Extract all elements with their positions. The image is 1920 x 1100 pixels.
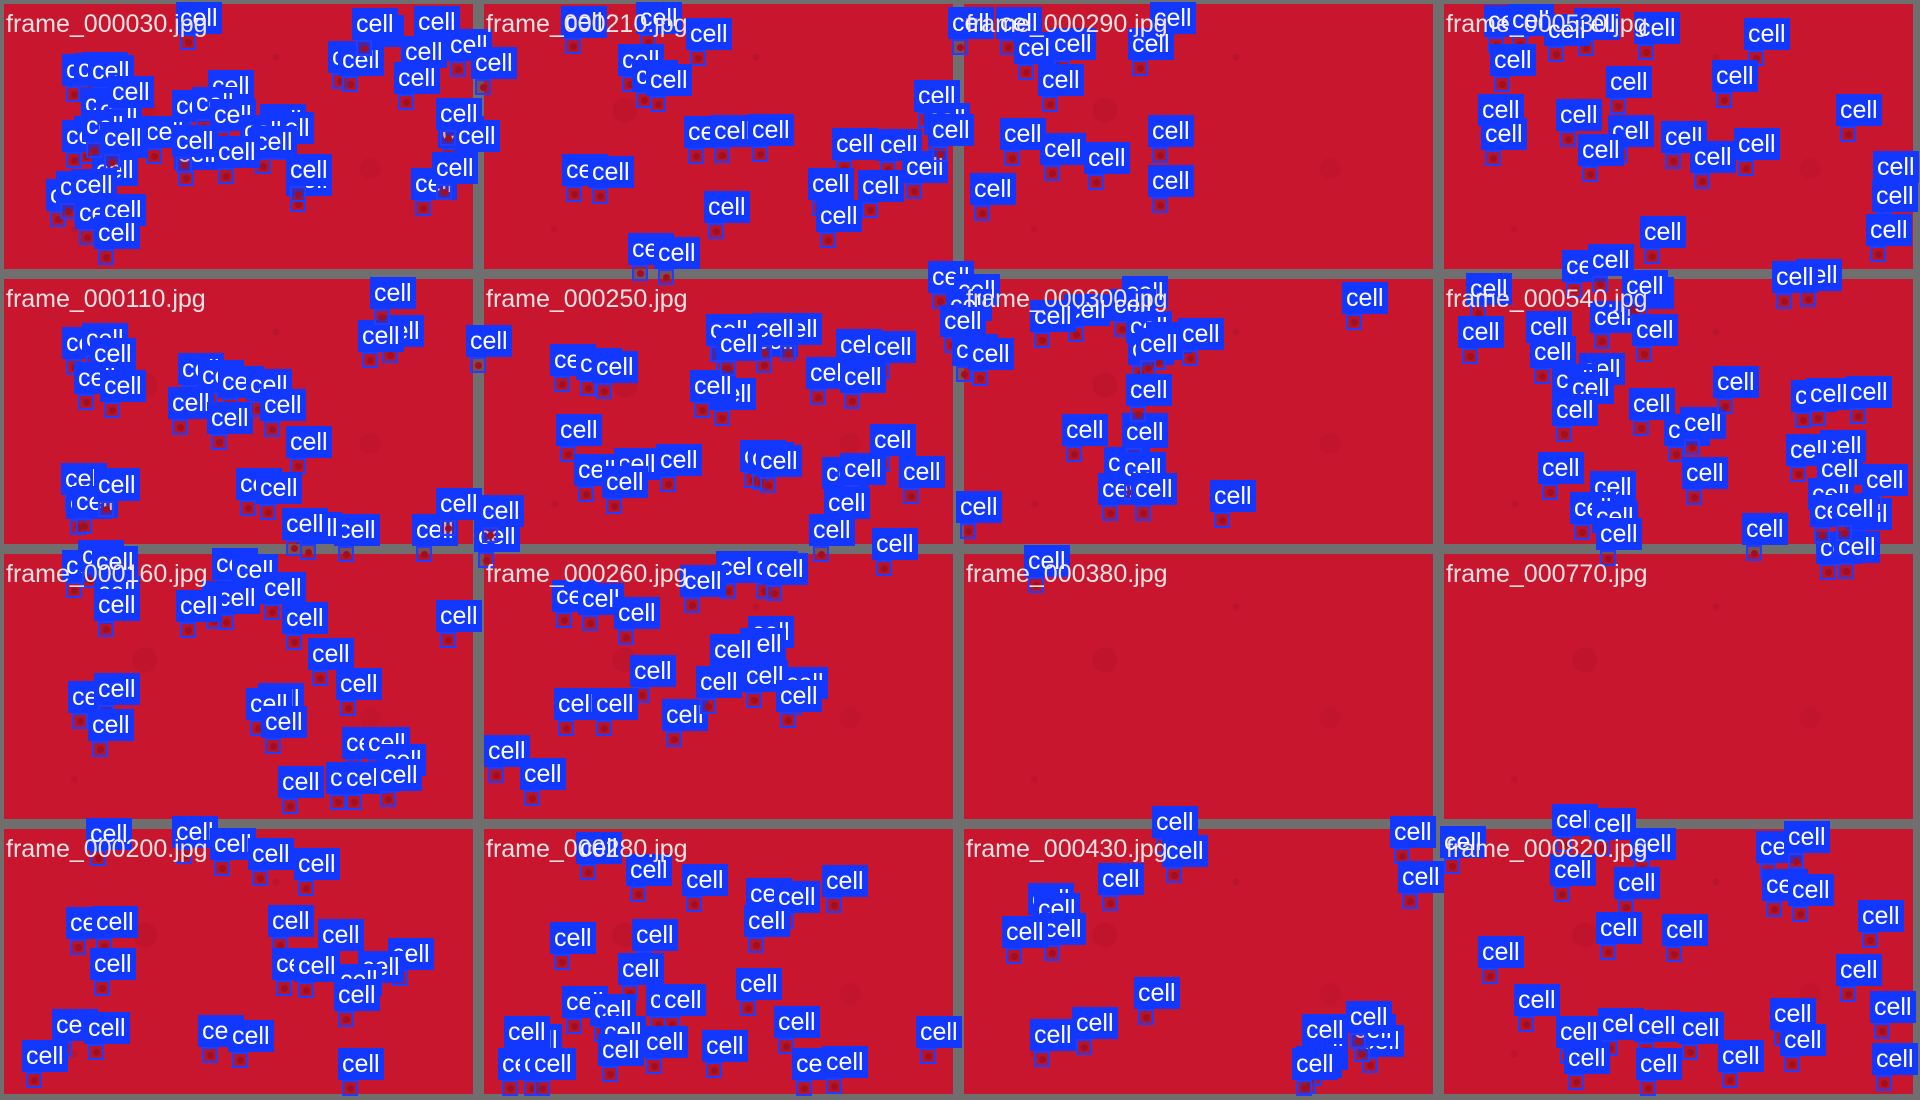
tile-filename: frame_000250.jpg — [486, 285, 688, 313]
tile-filename: frame_000430.jpg — [966, 835, 1168, 863]
image-tile: frame_000160.jpg — [4, 554, 473, 819]
tile-filename: frame_000380.jpg — [966, 560, 1168, 588]
image-tile: frame_000300.jpg — [964, 279, 1433, 544]
tile-filename: frame_000530.jpg — [1446, 10, 1648, 38]
image-tile: frame_000200.jpg — [4, 829, 473, 1094]
tile-filename: frame_000820.jpg — [1446, 835, 1648, 863]
image-tile: frame_000250.jpg — [484, 279, 953, 544]
image-tile: frame_000430.jpg — [964, 829, 1433, 1094]
tile-filename: frame_000260.jpg — [486, 560, 688, 588]
image-tile: frame_000260.jpg — [484, 554, 953, 819]
tile-filename: frame_000030.jpg — [6, 10, 208, 38]
image-tile: frame_000770.jpg — [1444, 554, 1913, 819]
tile-filename: frame_000210.jpg — [486, 10, 688, 38]
tile-filename: frame_000770.jpg — [1446, 560, 1648, 588]
tile-filename: frame_000300.jpg — [966, 285, 1168, 313]
image-tile: frame_000290.jpg — [964, 4, 1433, 269]
tile-filename: frame_000110.jpg — [6, 285, 206, 313]
image-tile: frame_000530.jpg — [1444, 4, 1913, 269]
tile-filename: frame_000160.jpg — [6, 560, 208, 588]
tile-filename: frame_000290.jpg — [966, 10, 1168, 38]
image-tile: frame_000210.jpg — [484, 4, 953, 269]
image-tile: frame_000110.jpg — [4, 279, 473, 544]
tile-filename: frame_000280.jpg — [486, 835, 688, 863]
image-tile: frame_000540.jpg — [1444, 279, 1913, 544]
image-tile: frame_000380.jpg — [964, 554, 1433, 819]
image-tile: frame_000030.jpg — [4, 4, 473, 269]
tile-filename: frame_000200.jpg — [6, 835, 208, 863]
tile-filename: frame_000540.jpg — [1446, 285, 1648, 313]
image-tile: frame_000280.jpg — [484, 829, 953, 1094]
image-tile: frame_000820.jpg — [1444, 829, 1913, 1094]
